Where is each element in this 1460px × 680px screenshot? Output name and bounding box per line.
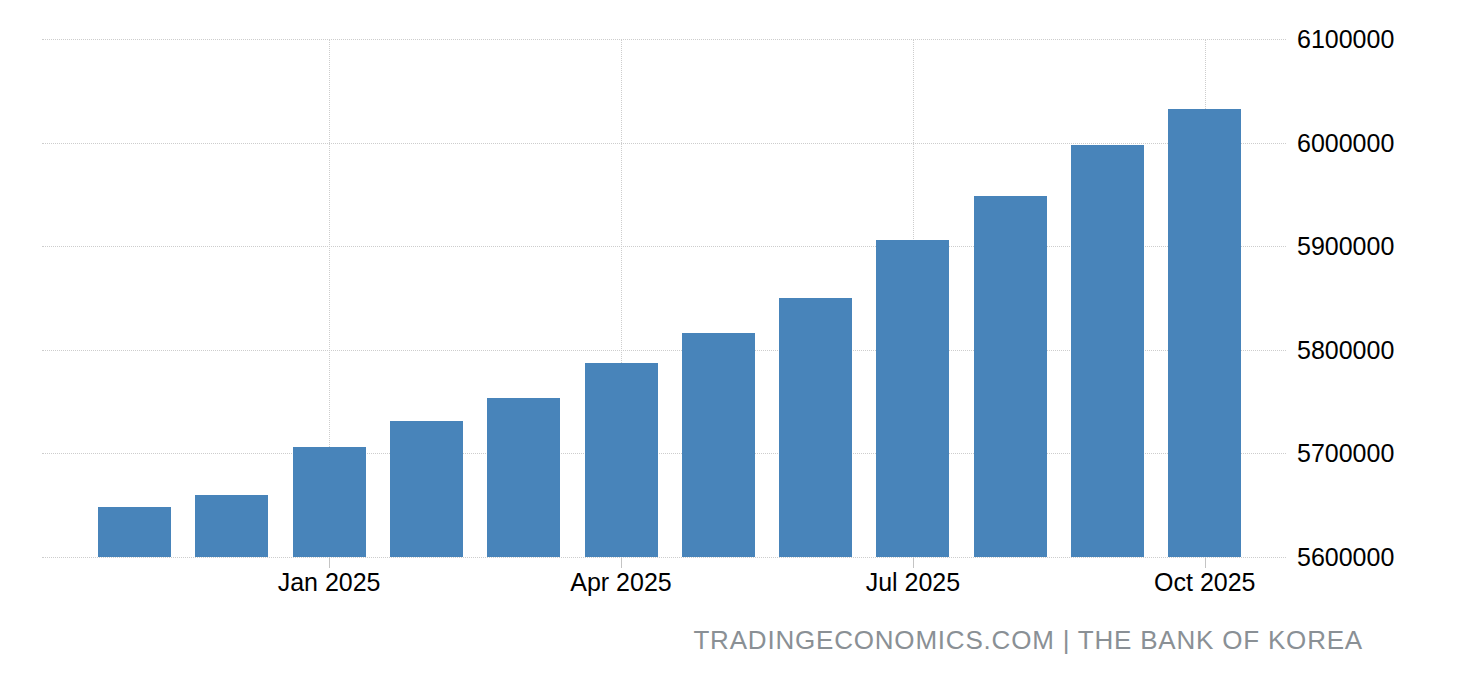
- y-tick-label: 5800000: [1297, 335, 1394, 365]
- h-gridline: [42, 557, 1286, 558]
- bar-jul-2025[interactable]: [876, 240, 949, 557]
- y-tick-label: 5600000: [1297, 542, 1394, 572]
- y-tick-label: 6000000: [1297, 128, 1394, 158]
- bar-jan-2025[interactable]: [293, 447, 366, 557]
- x-tick-label: Jul 2025: [833, 567, 993, 597]
- y-tick-label: 5700000: [1297, 438, 1394, 468]
- bar-aug-2025[interactable]: [974, 196, 1047, 557]
- bar-oct-2025[interactable]: [1168, 109, 1241, 557]
- bar-sep-2025[interactable]: [1071, 145, 1144, 557]
- bar-apr-2025[interactable]: [585, 363, 658, 557]
- bar-mar-2025[interactable]: [487, 398, 560, 557]
- x-tick-label: Apr 2025: [541, 567, 701, 597]
- bar-nov-2024[interactable]: [98, 507, 171, 557]
- attribution-text: TRADINGECONOMICS.COM | THE BANK OF KOREA: [693, 625, 1363, 655]
- bar-jun-2025[interactable]: [779, 298, 852, 557]
- bar-feb-2025[interactable]: [390, 421, 463, 557]
- bar-may-2025[interactable]: [682, 333, 755, 557]
- x-tick-label: Jan 2025: [249, 567, 409, 597]
- y-tick-label: 6100000: [1297, 24, 1394, 54]
- x-tick-label: Oct 2025: [1125, 567, 1285, 597]
- h-gridline: [42, 143, 1286, 144]
- bar-dec-2024[interactable]: [195, 495, 268, 557]
- chart-canvas: 5600000 5700000 5800000 5900000 6000000 61000…: [0, 0, 1460, 680]
- h-gridline: [42, 39, 1286, 40]
- y-tick-label: 5900000: [1297, 231, 1394, 261]
